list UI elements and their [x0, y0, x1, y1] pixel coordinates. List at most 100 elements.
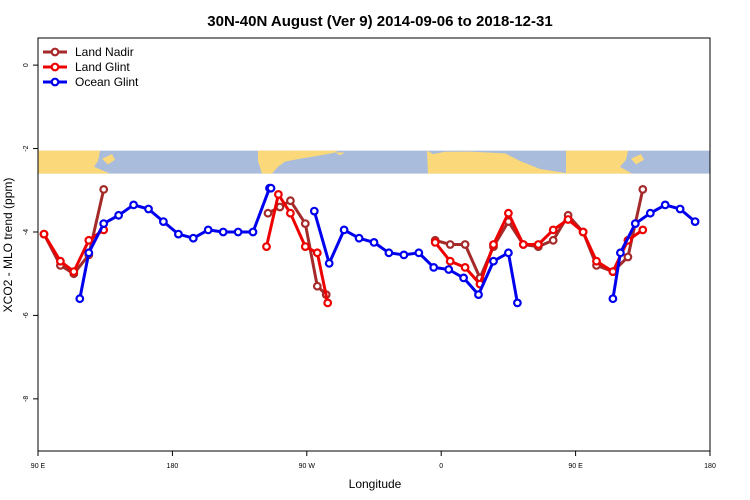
data-point: [99, 184, 109, 194]
map-land: [38, 150, 644, 174]
data-point: [518, 240, 528, 249]
data-point: [504, 208, 513, 218]
map-ocean: [38, 150, 710, 174]
series-line: [265, 192, 330, 304]
data-point: [323, 298, 333, 308]
data-point: [274, 189, 283, 199]
data-point: [430, 237, 440, 247]
data-point: [286, 208, 295, 218]
data-point: [75, 294, 85, 304]
data-point: [69, 267, 79, 277]
data-point: [286, 196, 295, 206]
data-point: [233, 227, 243, 237]
x-tick-label: 180: [167, 463, 179, 470]
data-point: [263, 208, 273, 218]
legend-item-ocean-glint: Ocean Glint: [43, 75, 139, 89]
data-point: [84, 248, 94, 258]
series-layer: [39, 183, 700, 308]
data-point: [608, 267, 618, 277]
legend-swatch-marker: [50, 77, 60, 87]
data-point: [638, 184, 648, 194]
data-point: [445, 256, 455, 266]
data-point: [623, 252, 633, 262]
data-point: [99, 219, 109, 229]
data-point: [690, 217, 700, 227]
data-point: [144, 204, 153, 214]
data-point: [218, 227, 228, 237]
data-point: [339, 225, 349, 235]
map-land-mass: [335, 152, 345, 156]
x-tick-label: 180: [704, 463, 716, 470]
data-point: [188, 233, 198, 243]
data-point: [369, 237, 379, 247]
data-point: [300, 242, 310, 252]
data-point: [266, 183, 276, 193]
data-point: [203, 225, 213, 235]
legend-swatch-marker: [50, 62, 60, 72]
data-point: [399, 250, 409, 260]
data-point: [354, 233, 364, 243]
data-point: [324, 258, 334, 268]
data-point: [630, 219, 640, 229]
data-point: [578, 227, 588, 237]
legend-swatch-marker: [50, 47, 60, 57]
data-point: [489, 240, 498, 249]
data-point: [533, 240, 543, 249]
plot-frame: [37, 37, 711, 452]
data-point: [429, 263, 439, 272]
data-point: [312, 281, 322, 291]
data-point: [608, 294, 618, 304]
x-axis-label: Longitude: [349, 477, 402, 491]
data-point: [563, 215, 573, 224]
x-tick-label: 90 E: [31, 463, 46, 470]
map-land-mass: [258, 150, 338, 174]
data-point: [39, 229, 49, 239]
y-axis-label: XCO2 - MLO trend (ppm): [1, 178, 15, 313]
data-point: [384, 248, 394, 258]
data-point: [660, 200, 670, 210]
data-point: [56, 256, 65, 266]
data-point: [414, 248, 424, 258]
chart-title: 30N-40N August (Ver 9) 2014-09-06 to 201…: [207, 13, 552, 30]
x-tick-label: 0: [439, 463, 443, 470]
y-tick-label: -8: [23, 396, 30, 402]
data-point: [84, 235, 94, 245]
legend-label: Ocean Glint: [75, 75, 139, 89]
legend-item-land-nadir: Land Nadir: [43, 45, 134, 59]
data-point: [114, 210, 123, 220]
data-point: [592, 256, 601, 266]
data-point: [616, 248, 625, 258]
map-land-mass: [102, 154, 115, 165]
data-point: [300, 219, 310, 229]
data-point: [675, 204, 685, 214]
data-point: [309, 206, 319, 216]
data-point: [459, 273, 469, 283]
data-point: [262, 242, 271, 252]
y-tick-label: -6: [23, 312, 30, 318]
data-point: [248, 227, 258, 237]
data-point: [645, 208, 655, 218]
x-tick-label: 90 E: [568, 463, 583, 470]
data-point: [129, 200, 139, 210]
data-point: [445, 240, 455, 249]
data-point: [158, 217, 168, 227]
x-axis: 90 E 180 90 W 0 90 E 180: [31, 451, 716, 470]
y-tick-label: 0: [23, 63, 30, 67]
data-point: [548, 235, 558, 245]
data-point: [504, 248, 513, 258]
map-land-mass: [631, 154, 644, 165]
data-point: [460, 263, 470, 272]
data-point: [638, 225, 648, 235]
y-axis: 0 -2 -4 -6 -8: [23, 63, 38, 402]
legend-item-land-glint: Land Glint: [43, 60, 130, 74]
map-land-mass: [427, 150, 570, 174]
data-point: [460, 240, 470, 249]
x-tick-label: 90 W: [299, 463, 316, 470]
y-tick-label: -2: [23, 145, 30, 151]
legend-label: Land Nadir: [75, 45, 134, 59]
data-point: [548, 225, 558, 235]
y-tick-label: -4: [23, 229, 30, 235]
